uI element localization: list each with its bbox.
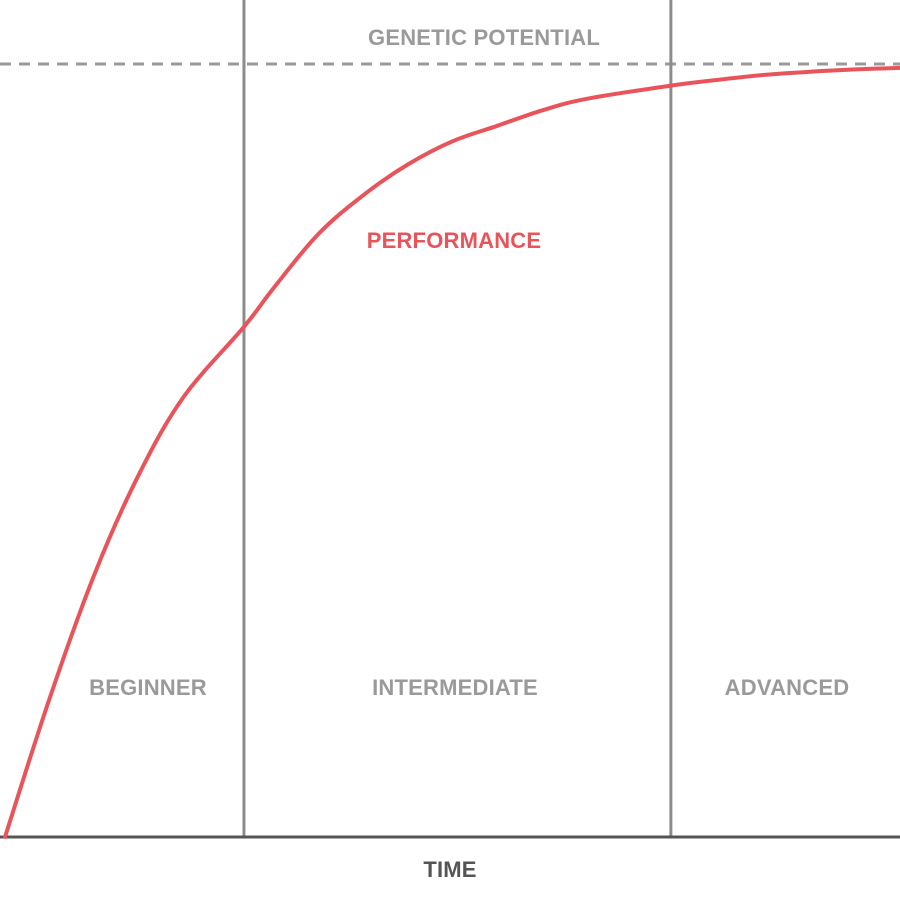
x-axis-label: TIME	[423, 857, 477, 882]
performance-curve	[3, 65, 900, 839]
genetic-potential-label: GENETIC POTENTIAL	[368, 25, 600, 50]
region-label-advanced: ADVANCED	[724, 675, 850, 700]
region-label-intermediate: INTERMEDIATE	[372, 675, 538, 700]
region-label-beginner: BEGINNER	[89, 675, 207, 700]
performance-series-label: PERFORMANCE	[366, 228, 542, 253]
